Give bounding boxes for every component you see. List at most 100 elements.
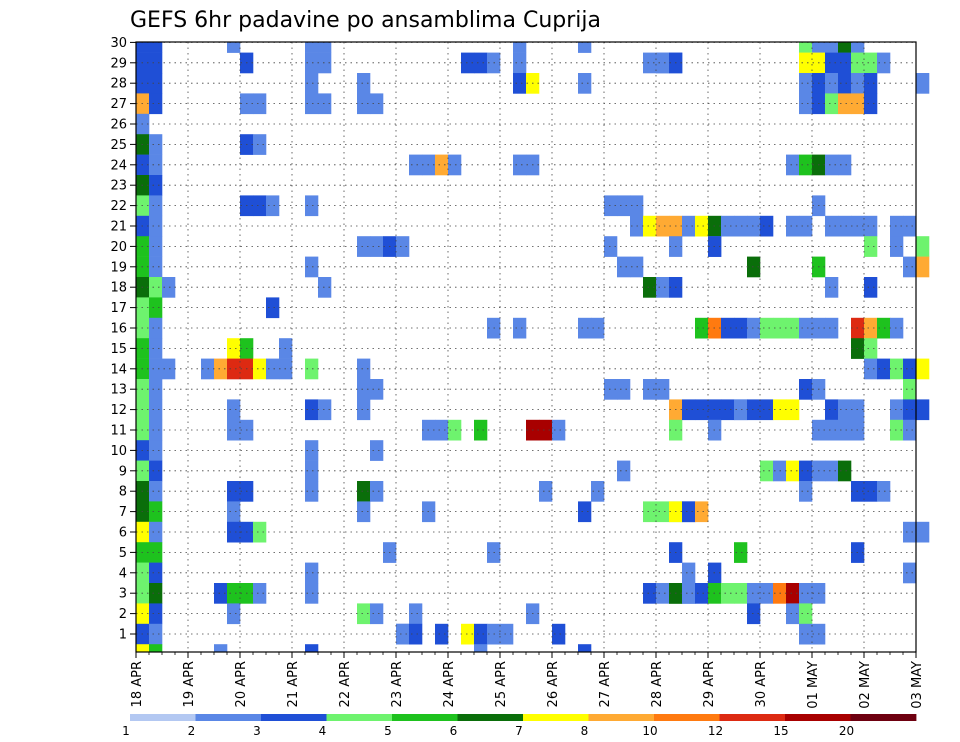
colorbar-label: 4 xyxy=(319,724,327,738)
precip-cell xyxy=(747,399,761,421)
precip-cell xyxy=(617,460,631,482)
precip-cell xyxy=(877,481,891,502)
precip-cell xyxy=(825,419,839,441)
precip-cell xyxy=(149,501,163,523)
precip-cell xyxy=(305,481,319,502)
y-tick-label: 26 xyxy=(110,118,127,133)
precip-cell xyxy=(305,195,319,217)
precip-cell xyxy=(357,73,371,94)
precip-cell xyxy=(760,317,774,339)
precip-cell xyxy=(149,521,163,543)
x-tick-label: 19 APR xyxy=(182,661,197,707)
precip-cell xyxy=(825,154,839,176)
precip-cell xyxy=(786,460,800,482)
precip-cell xyxy=(149,175,163,196)
precip-cell xyxy=(799,93,813,115)
colorbar-swatch xyxy=(785,714,851,721)
x-tick-label: 20 APR xyxy=(234,661,249,707)
precip-cell xyxy=(786,154,800,176)
y-tick-label: 12 xyxy=(110,403,127,418)
colorbar: 1 2 3 4 5 6 7 8 10 12 15 20 xyxy=(122,714,917,738)
y-tick-label: 22 xyxy=(110,199,127,214)
chart-title: GEFS 6hr padavine po ansamblima Cuprija xyxy=(130,8,601,33)
precip-cell xyxy=(864,317,878,339)
precip-cell xyxy=(864,277,878,298)
precip-cell xyxy=(864,358,878,380)
precip-cell xyxy=(539,481,553,502)
precip-cell xyxy=(305,42,319,53)
precip-cell xyxy=(305,93,319,115)
precip-cell xyxy=(227,501,241,523)
y-tick-label: 27 xyxy=(110,97,127,112)
precip-cell xyxy=(552,419,566,441)
colorbar-label: 2 xyxy=(188,724,196,738)
precip-cell xyxy=(305,52,319,74)
precip-cell xyxy=(643,501,657,523)
precip-cell xyxy=(682,501,696,523)
precip-cell xyxy=(617,195,631,217)
precip-cell xyxy=(149,399,163,421)
y-tick-label: 16 xyxy=(110,322,127,337)
precip-cell xyxy=(227,481,241,502)
precip-cell xyxy=(695,215,709,237)
precip-cell xyxy=(786,215,800,237)
precip-cell xyxy=(149,338,163,359)
precip-cell xyxy=(552,623,566,645)
precip-cell xyxy=(838,52,852,74)
colorbar-swatch xyxy=(457,714,524,721)
precip-cell xyxy=(149,154,163,176)
precip-cell xyxy=(305,399,319,421)
precip-cell xyxy=(747,256,761,278)
precip-cell xyxy=(305,460,319,482)
precip-cell xyxy=(318,52,332,74)
precip-cell xyxy=(799,481,813,502)
colorbar-swatch xyxy=(719,714,786,721)
precip-cell xyxy=(838,93,852,115)
precip-cell xyxy=(604,195,618,217)
precip-cell xyxy=(149,215,163,237)
precip-cell xyxy=(825,317,839,339)
colorbar-label: 20 xyxy=(839,724,854,738)
y-tick-label: 23 xyxy=(110,179,127,194)
y-tick-label: 30 xyxy=(110,36,127,51)
precip-cell xyxy=(799,317,813,339)
colorbar-swatch xyxy=(850,714,917,721)
precip-cell xyxy=(149,52,163,74)
precip-cell xyxy=(149,277,163,298)
precip-cell xyxy=(149,134,163,155)
precip-cell xyxy=(149,542,163,563)
precip-cell xyxy=(539,419,553,441)
x-tick-label: 25 APR xyxy=(494,661,509,707)
precip-cell xyxy=(149,236,163,257)
precip-cell xyxy=(695,317,709,339)
precip-cell xyxy=(305,644,319,653)
precip-cell xyxy=(136,644,150,653)
precip-cell xyxy=(734,317,748,339)
precip-cell xyxy=(149,297,163,319)
precip-cell xyxy=(461,623,475,645)
precip-cell xyxy=(825,52,839,74)
precip-cell xyxy=(877,317,891,339)
precip-cell xyxy=(357,481,371,502)
precip-cell xyxy=(513,52,527,74)
y-tick-label: 8 xyxy=(119,485,127,500)
precip-cell xyxy=(227,603,241,625)
precip-cell xyxy=(357,603,371,625)
precip-cell xyxy=(305,358,319,380)
precip-cell xyxy=(604,236,618,257)
precip-cell xyxy=(149,562,163,584)
x-axis: 18 APR 19 APR 20 APR 21 APR 22 APR 23 APR 24 A… xyxy=(130,652,925,709)
precip-cell xyxy=(760,399,774,421)
y-tick-label: 1 xyxy=(119,628,127,643)
precip-cell xyxy=(656,277,670,298)
precip-cell xyxy=(149,440,163,461)
precip-cell xyxy=(916,73,930,94)
x-tick-label: 02 MAY xyxy=(858,661,873,709)
precip-cell xyxy=(903,399,917,421)
x-tick-label: 18 APR xyxy=(130,661,145,707)
precip-cell xyxy=(799,460,813,482)
precip-cell xyxy=(305,73,319,94)
precip-cell xyxy=(318,399,332,421)
precip-cell xyxy=(227,583,241,604)
